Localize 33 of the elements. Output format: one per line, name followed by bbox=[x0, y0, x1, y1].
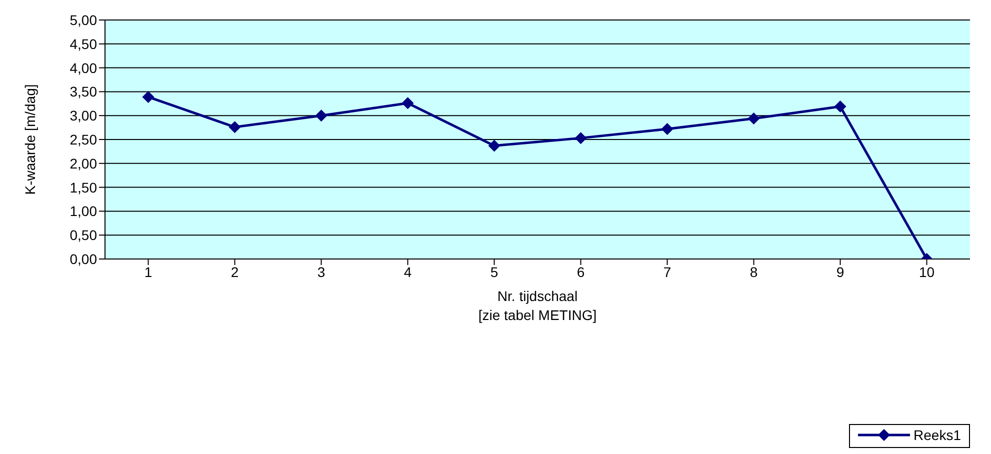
point bbox=[488, 140, 500, 152]
x-tick-label: 2 bbox=[230, 264, 239, 280]
point bbox=[834, 100, 846, 113]
y-tick-label: 1,00 bbox=[70, 203, 98, 220]
x-tick-label: 6 bbox=[576, 264, 585, 280]
y-tick-label: 0,50 bbox=[70, 227, 98, 244]
y-tick-label: 2,50 bbox=[70, 131, 98, 148]
point bbox=[574, 132, 587, 144]
x-tick-label: 1 bbox=[144, 264, 152, 280]
y-tick-label: 4,00 bbox=[70, 60, 98, 76]
point bbox=[661, 122, 674, 135]
point bbox=[748, 112, 760, 124]
y-tick-label: 4,50 bbox=[70, 36, 98, 52]
y-tick-label: 2,00 bbox=[70, 155, 98, 172]
x-tick-label: 9 bbox=[836, 264, 844, 280]
point bbox=[315, 110, 328, 122]
y-tick-label: 1,50 bbox=[70, 179, 98, 196]
legend-label: Reeks1 bbox=[914, 427, 961, 443]
y-axis-title: K-waarde [m/dag] bbox=[22, 84, 38, 195]
y-tick-label: 3,50 bbox=[70, 84, 98, 100]
point bbox=[142, 90, 154, 103]
point bbox=[228, 121, 241, 134]
x-tick-label: 10 bbox=[918, 264, 935, 280]
y-tick-label: 5,00 bbox=[70, 12, 98, 28]
x-tick-label: 5 bbox=[490, 264, 498, 280]
x-tick-label: 7 bbox=[663, 264, 672, 280]
y-tick-label: 0,00 bbox=[70, 250, 98, 267]
x-axis-title: Nr. tijdschaal [zie tabel METING] bbox=[478, 288, 597, 323]
x-tick-label: 4 bbox=[404, 264, 412, 280]
point bbox=[402, 97, 414, 110]
x-tick-label: 3 bbox=[317, 264, 326, 280]
y-tick-label: 3,00 bbox=[70, 108, 98, 124]
x-tick-label: 8 bbox=[750, 264, 758, 280]
